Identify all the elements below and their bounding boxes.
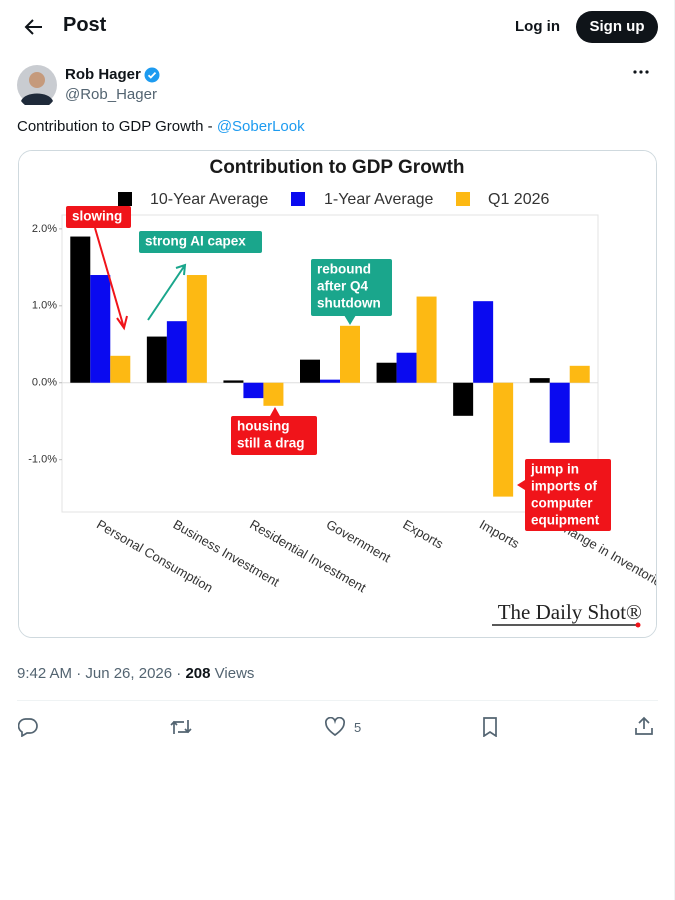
bar [529,378,550,383]
bar [300,359,320,383]
bar [166,321,187,383]
bar [320,379,340,383]
mention-link[interactable]: @SoberLook [216,118,305,135]
legend-swatch [456,192,470,206]
bar [416,296,437,383]
timestamp: 9:42 AM · Jun 26, 2026 [17,665,173,682]
chart-image[interactable]: Contribution to GDP Growth 10-Year Averag… [18,150,657,638]
signup-button[interactable]: Sign up [576,11,658,43]
share-button[interactable] [634,716,654,736]
views-label: Views [214,665,255,682]
annotation-text: strong AI capex [145,234,246,249]
more-button[interactable] [632,66,652,78]
legend-swatch [118,192,132,206]
verified-badge [144,67,160,83]
chart-title: Contribution to GDP Growth [209,157,464,178]
bar [453,382,474,416]
bar [70,236,91,383]
watermark-dot [635,622,641,628]
bar [396,352,417,383]
annotation-box [66,206,131,228]
post-text: Contribution to GDP Growth - @SoberLook [17,118,305,135]
repost-button[interactable] [170,717,192,737]
annotation-box [311,259,392,316]
bar [110,355,131,383]
author-handle[interactable]: @Rob_Hager [65,86,157,103]
annotation-box [525,459,611,531]
annotation-pointer [517,480,525,490]
bar [186,275,207,383]
y-tick-label: 0.0% [32,377,57,389]
divider [17,700,658,701]
bar [263,382,284,406]
annotation-pointer [270,407,280,416]
bar [376,362,397,383]
annotation-box [139,231,262,253]
annotation-text: imports of [531,479,598,494]
legend-swatch [291,192,305,206]
annotation-text: still a drag [237,436,305,451]
bar [90,275,111,383]
y-tick-label: 1.0% [32,300,57,312]
annotation-pointer [344,315,356,325]
legend-label: 1-Year Average [324,191,434,208]
bar [146,336,167,383]
annotation-text: after Q4 [317,279,369,294]
annotation-text: slowing [72,209,122,224]
avatar[interactable] [17,65,57,105]
separator: · [176,665,182,682]
annotation-text: equipment [531,513,600,528]
view-count: 208 [185,665,211,682]
bar [473,301,494,383]
legend-label: Q1 2026 [488,191,549,208]
annotation-text: housing [237,419,290,434]
page-title: Post [63,14,107,36]
post-body: Contribution to GDP Growth - [17,118,217,135]
annotation-text: rebound [317,262,371,277]
bar [549,382,570,443]
bar [340,325,360,383]
like-count: 5 [354,720,362,735]
back-button[interactable] [24,17,44,37]
legend-label: 10-Year Average [150,191,268,208]
annotation-text: computer [531,496,593,511]
source-watermark: The Daily Shot® [498,600,642,624]
reply-button[interactable] [18,717,38,737]
like-button[interactable] [325,717,345,737]
bar [493,382,514,497]
bar [223,380,244,383]
annotation-text: jump in [530,462,579,477]
post-meta: 9:42 AM · Jun 26, 2026 · 208 Views [17,665,254,682]
annotation-arrow [94,227,128,331]
annotation-text: shutdown [317,296,381,311]
y-tick-label: -1.0% [28,454,57,466]
y-tick-label: 2.0% [32,223,57,235]
login-link[interactable]: Log in [515,18,560,35]
author-name[interactable]: Rob Hager [65,66,141,83]
plot-frame [61,214,599,513]
bar [243,382,264,399]
bookmark-button[interactable] [481,717,499,737]
annotation-arrow [147,263,187,321]
chart: Contribution to GDP Growth 10-Year Averag… [19,151,656,637]
bar [569,365,590,383]
annotation-box [231,416,317,455]
